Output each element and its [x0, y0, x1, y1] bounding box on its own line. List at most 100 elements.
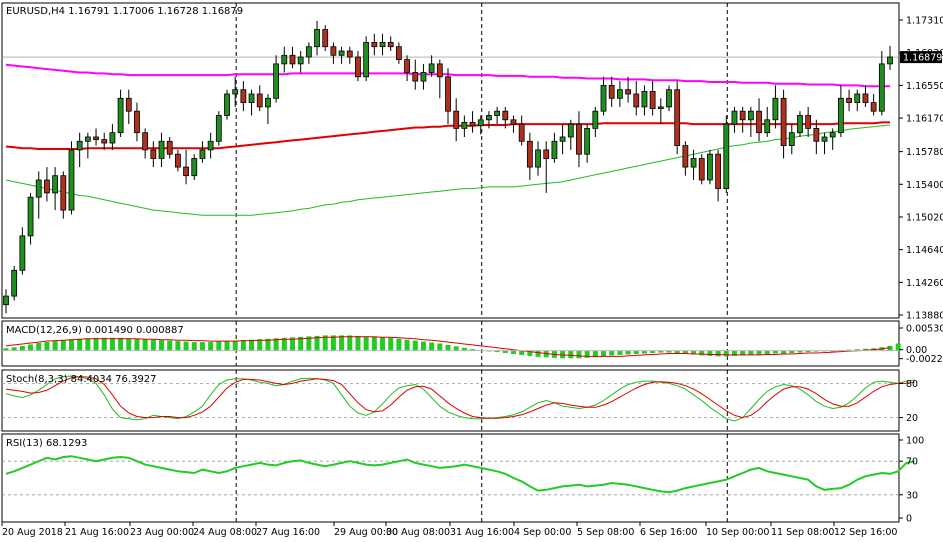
macd-histogram-bar — [281, 337, 287, 351]
candle-body — [52, 175, 59, 194]
candle-body — [215, 115, 222, 142]
macd-histogram-bar — [691, 350, 697, 355]
macd-histogram-bar — [412, 340, 418, 351]
candle-body — [780, 97, 787, 146]
candle-body — [502, 110, 509, 121]
time-tick-label: 12 Sep 16:00 — [834, 527, 897, 538]
candle-body — [84, 136, 91, 142]
candle-body — [191, 158, 198, 177]
macd-histogram-bar — [388, 337, 394, 351]
candle-body — [27, 196, 34, 237]
price-panel — [2, 20, 899, 314]
candle-body — [68, 149, 75, 211]
price-tick-label: 1.16170 — [906, 114, 943, 125]
candle-body — [584, 127, 591, 155]
macd-histogram-bar — [494, 350, 500, 353]
candle-body — [265, 97, 271, 108]
macd-histogram-bar — [781, 350, 787, 354]
price-axis: 1.173101.169301.165501.161701.157801.154… — [899, 16, 943, 525]
rsi-tick-label: 70 — [906, 457, 918, 468]
rsi-tick-label: 30 — [906, 490, 918, 501]
candle-body — [322, 29, 329, 48]
macd-histogram-bar — [44, 342, 50, 351]
macd-histogram-bar — [396, 338, 402, 351]
stoch-tick-label: 20 — [906, 413, 918, 424]
macd-histogram-bar — [650, 350, 656, 354]
macd-histogram-bar — [175, 341, 181, 351]
candle-body — [616, 89, 623, 99]
macd-histogram-bar — [347, 335, 353, 351]
macd-histogram-bar — [363, 336, 369, 351]
macd-histogram-bar — [183, 341, 189, 351]
candle-body — [608, 84, 615, 99]
candle-body — [436, 63, 443, 78]
candle-body — [330, 46, 337, 56]
macd-histogram-bar — [633, 350, 639, 354]
macd-histogram-bar — [437, 343, 443, 351]
candle-body — [19, 235, 26, 271]
candle-body — [453, 110, 460, 129]
candle-body — [412, 72, 419, 82]
macd-histogram-bar — [404, 339, 410, 351]
candle-body — [76, 140, 83, 151]
candle-body — [273, 63, 280, 99]
rsi-tick-label: 100 — [906, 436, 924, 447]
candle-body — [11, 269, 18, 297]
macd-histogram-bar — [339, 335, 345, 351]
macd-histogram-bar — [895, 343, 901, 351]
macd-histogram-bar — [453, 346, 459, 351]
candle-body — [125, 97, 132, 112]
candle-body — [797, 115, 803, 134]
macd-tick-label: 0.005306 — [906, 324, 943, 335]
candle-body — [494, 110, 501, 116]
macd-histogram-bar — [510, 350, 516, 354]
macd-histogram-bar — [445, 344, 451, 351]
price-tick-label: 1.15780 — [906, 147, 943, 158]
candle-body — [224, 93, 230, 116]
macd-histogram-bar — [609, 350, 615, 356]
candle-body — [44, 179, 50, 194]
candle-body — [248, 93, 255, 103]
candle-body — [682, 145, 689, 168]
time-tick-label: 30 Aug 08:00 — [386, 527, 450, 538]
candle-body — [829, 132, 836, 138]
candle-body — [420, 72, 427, 82]
macd-histogram-bar — [674, 350, 680, 354]
macd-panel — [2, 335, 901, 359]
macd-histogram-bar — [232, 340, 238, 351]
candle-body — [183, 166, 189, 177]
macd-histogram-bar — [330, 335, 336, 351]
macd-histogram-bar — [699, 350, 705, 356]
candle-body — [747, 110, 754, 121]
macd-histogram-bar — [265, 338, 271, 351]
macd-histogram-bar — [461, 347, 467, 351]
candle-body — [592, 110, 599, 129]
rsi-tick-label: 0 — [906, 514, 912, 525]
macd-histogram-bar — [101, 337, 107, 351]
macd-histogram-bar — [584, 350, 590, 358]
macd-histogram-bar — [576, 350, 582, 359]
candle-body — [707, 153, 713, 181]
candle-body — [305, 46, 312, 58]
candle-body — [788, 132, 795, 146]
macd-histogram-bar — [527, 350, 533, 356]
macd-histogram-bar — [641, 350, 647, 354]
macd-histogram-bar — [519, 350, 525, 355]
candle-body — [805, 115, 812, 129]
candle-body — [854, 93, 861, 103]
stoch-panel-label: Stoch(8,3,3) 84.4034 76.3927 — [6, 374, 157, 385]
macd-histogram-bar — [60, 340, 66, 351]
candle-body — [240, 89, 247, 103]
candle-body — [674, 89, 681, 146]
macd-histogram-bar — [11, 347, 17, 351]
time-tick-label: 21 Aug 16:00 — [65, 527, 129, 538]
candle-body — [772, 97, 779, 121]
price-tick-label: 1.17310 — [906, 16, 943, 27]
moving-average-line — [5, 124, 891, 216]
macd-histogram-bar — [93, 337, 99, 351]
macd-histogram-bar — [273, 338, 279, 351]
macd-histogram-bar — [240, 340, 246, 351]
rsi-panel — [2, 455, 915, 496]
candle-body — [371, 41, 378, 48]
